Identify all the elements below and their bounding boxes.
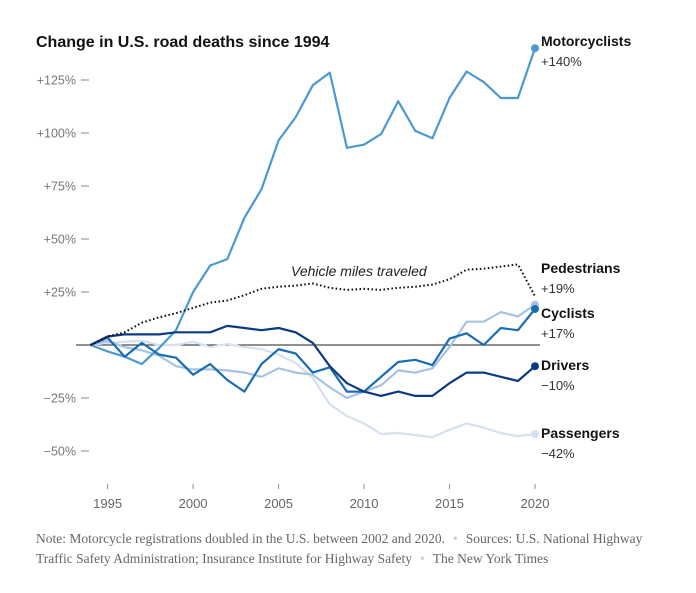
series-line-cyclists xyxy=(90,308,536,393)
x-tick-label: 1995 xyxy=(93,496,122,511)
footer-note: Note: Motorcycle registrations doubled i… xyxy=(36,531,446,546)
separator-dot: • xyxy=(453,531,458,546)
series-labels: Passengers −42% Pedestrians +19% Motorcyclis… xyxy=(541,33,631,461)
chart-title: Change in U.S. road deaths since 1994 xyxy=(36,34,330,51)
y-axis: +125% +100% +75% +50% +25% −25% −50% xyxy=(37,74,89,459)
end-point-passengers xyxy=(531,430,539,439)
x-tick-label: 2000 xyxy=(179,496,208,511)
series-line-drivers xyxy=(90,324,536,397)
series-label-passengers: Passengers xyxy=(541,425,620,441)
end-point-motorcyclists xyxy=(531,44,539,53)
series-line-pedestrians xyxy=(90,303,536,400)
line-chart: Change in U.S. road deaths since 1994 +1… xyxy=(36,33,631,511)
series-value-motorcyclists: +140% xyxy=(541,54,582,69)
x-tick-label: 2020 xyxy=(521,496,550,511)
series-line-vehicle-miles-traveled xyxy=(90,263,536,346)
footer-credit: The New York Times xyxy=(432,551,549,566)
x-tick-label: 2015 xyxy=(435,496,464,511)
series-layer xyxy=(90,44,539,439)
x-axis: 1995 2000 2005 2010 2015 2020 xyxy=(93,484,549,511)
series-label-motorcyclists: Motorcyclists xyxy=(541,33,631,49)
series-label-pedestrians: Pedestrians xyxy=(541,260,621,276)
end-point-drivers xyxy=(531,362,539,371)
y-tick-label: +75% xyxy=(44,180,76,194)
series-value-pedestrians: +19% xyxy=(541,281,575,296)
series-value-drivers: −10% xyxy=(541,378,575,393)
y-tick-label: −50% xyxy=(44,445,76,459)
x-tick-label: 2005 xyxy=(264,496,293,511)
y-tick-label: +50% xyxy=(44,233,76,247)
y-tick-label: −25% xyxy=(44,392,76,406)
y-tick-label: +125% xyxy=(37,74,76,88)
footer-sources: Sources: U.S. National Highway Traffic S… xyxy=(36,531,643,566)
annotation-vehicle-miles: Vehicle miles traveled xyxy=(291,263,428,279)
y-tick-label: +100% xyxy=(37,127,76,141)
series-label-drivers: Drivers xyxy=(541,357,589,373)
y-tick-label: +25% xyxy=(44,286,76,300)
end-point-cyclists xyxy=(531,304,539,313)
chart-footer: Note: Motorcycle registrations doubled i… xyxy=(36,529,656,569)
series-line-motorcyclists xyxy=(90,47,537,366)
series-value-passengers: −42% xyxy=(541,446,575,461)
series-line-passengers xyxy=(90,339,536,439)
x-tick-label: 2010 xyxy=(350,496,379,511)
series-value-cyclists: +17% xyxy=(541,326,575,341)
separator-dot: • xyxy=(420,551,425,566)
series-label-cyclists: Cyclists xyxy=(541,305,595,321)
